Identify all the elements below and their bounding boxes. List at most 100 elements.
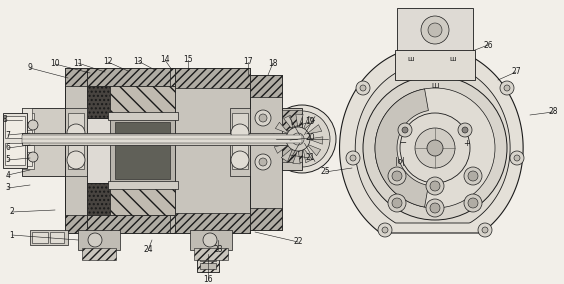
Bar [110,183,175,215]
Polygon shape [273,134,288,141]
Text: 4: 4 [6,170,11,179]
Bar [282,108,302,170]
Circle shape [67,151,85,169]
Bar [439,52,467,66]
Bar [68,113,84,137]
Polygon shape [296,114,303,129]
Circle shape [398,123,412,137]
Bar [175,213,250,233]
Circle shape [426,199,444,217]
Bar [65,68,87,233]
Bar [397,8,473,60]
Bar [250,75,282,97]
Circle shape [360,85,366,91]
Bar [68,145,84,169]
Circle shape [430,181,440,191]
Bar [22,135,302,143]
Bar [65,215,87,233]
Polygon shape [340,46,523,233]
Circle shape [346,151,360,165]
Polygon shape [355,62,510,223]
Bar [190,230,232,250]
Bar [80,183,170,215]
Circle shape [268,105,336,173]
Text: 27: 27 [511,68,521,76]
Bar [421,32,449,46]
Bar [82,248,116,260]
Circle shape [427,140,443,156]
Bar [282,140,302,162]
Circle shape [400,113,470,183]
Polygon shape [275,122,289,134]
Circle shape [504,85,510,91]
Bar [78,230,120,250]
Bar [5,116,25,138]
Bar [80,183,170,215]
Text: −: − [399,139,407,147]
Bar [437,12,459,30]
Circle shape [231,151,249,169]
Bar [232,113,248,137]
Text: 3: 3 [6,183,11,193]
Text: 25: 25 [320,168,330,176]
Circle shape [67,124,85,142]
Circle shape [421,16,449,44]
Circle shape [231,124,249,142]
Circle shape [432,55,438,61]
Text: +: + [464,139,470,147]
Circle shape [392,171,402,181]
Text: 17: 17 [243,57,253,66]
Text: ш: ш [450,56,456,62]
Bar [3,113,27,168]
Circle shape [382,227,388,233]
Circle shape [28,152,38,162]
Polygon shape [375,89,429,207]
Bar [175,68,250,233]
Circle shape [468,171,478,181]
Bar [230,108,252,176]
Text: 15: 15 [183,55,193,64]
Bar [405,12,429,30]
Circle shape [356,81,370,95]
Polygon shape [303,116,315,130]
Text: 21: 21 [305,153,315,162]
Text: 12: 12 [103,57,113,66]
Bar [80,86,170,118]
Text: 13: 13 [133,57,143,66]
Bar [250,208,282,230]
Bar [5,143,25,165]
Circle shape [375,88,495,208]
Text: 24: 24 [143,245,153,254]
Circle shape [259,114,267,122]
Circle shape [292,133,304,145]
Bar [232,145,248,169]
Text: 22: 22 [293,237,303,247]
Bar [65,68,250,86]
Text: Ш: Ш [431,83,439,89]
Bar [115,122,170,179]
Circle shape [426,177,444,195]
Circle shape [274,111,330,167]
Text: 6: 6 [6,143,11,153]
Circle shape [464,194,482,212]
Bar [65,108,87,176]
Bar [110,118,175,183]
Text: ш: ш [408,56,414,62]
Bar [200,253,216,261]
Circle shape [462,127,468,133]
Bar [110,86,175,118]
Circle shape [514,155,520,161]
Polygon shape [307,144,321,156]
Bar [282,110,302,132]
Text: 28: 28 [548,108,558,116]
Circle shape [428,23,442,37]
Bar [65,68,250,233]
Bar [200,263,216,269]
Circle shape [468,198,478,208]
Circle shape [259,158,267,166]
Text: 11: 11 [73,59,83,68]
Text: 8: 8 [3,116,7,124]
Circle shape [388,167,406,185]
Polygon shape [274,144,289,153]
Circle shape [88,233,102,247]
